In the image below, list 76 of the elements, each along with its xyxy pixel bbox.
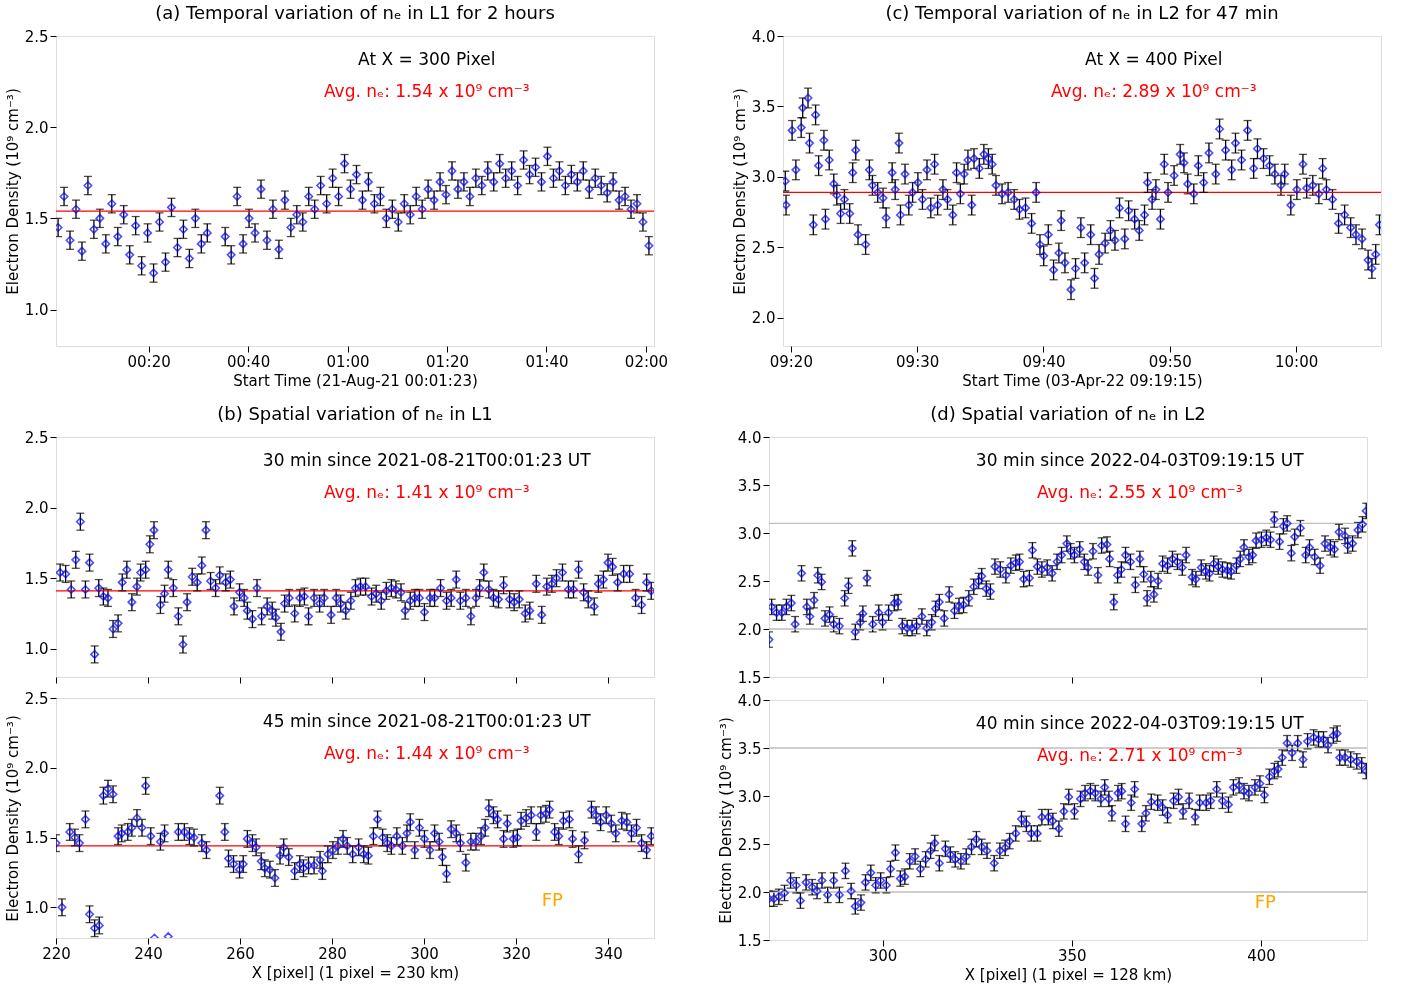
x-tick-label: 300 bbox=[410, 944, 439, 963]
y-tick-label: 2.5 bbox=[24, 27, 49, 46]
text: At X = 300 Pixel bbox=[358, 49, 496, 69]
y-tick-label: 4.0 bbox=[737, 428, 762, 447]
y-tick-label: 4.0 bbox=[737, 691, 762, 710]
annotation: Avg. nₑ: 2.55 x 10⁹ cm⁻³ bbox=[1036, 482, 1243, 502]
x-tick-label: 09:50 bbox=[1148, 352, 1192, 371]
x-tick-label: 09:20 bbox=[769, 352, 813, 371]
y-tick-label: 2.5 bbox=[24, 428, 49, 447]
annotation: Avg. nₑ: 2.71 x 10⁹ cm⁻³ bbox=[1036, 745, 1243, 765]
y-tick-label: 2.5 bbox=[751, 238, 776, 257]
x-axis-title: Start Time (03-Apr-22 09:19:15) bbox=[962, 371, 1203, 390]
text: 30 min since 2021-08-21T00:01:23 UT bbox=[262, 450, 592, 470]
y-axis-title: Electron Density (10⁹ cm⁻³) bbox=[3, 715, 22, 922]
ref-line-label: Avg. nₑ: 1.54 x 10⁹ cm⁻³ bbox=[323, 81, 530, 101]
x-tick-label: 09:40 bbox=[1022, 352, 1066, 371]
y-axis-title: Electron Density (10⁹ cm⁻³) bbox=[716, 717, 735, 924]
y-tick-label: 2.5 bbox=[737, 572, 762, 591]
y-tick-label: 2.0 bbox=[737, 883, 762, 902]
x-tick-label: 260 bbox=[226, 944, 255, 963]
x-axis-title: Start Time (21-Aug-21 00:01:23) bbox=[233, 371, 478, 390]
x-tick-label: 350 bbox=[1057, 946, 1087, 965]
y-tick-label: 1.5 bbox=[24, 569, 49, 588]
y-tick-label: 3.5 bbox=[751, 97, 776, 116]
ref-line-label: Avg. nₑ: 1.44 x 10⁹ cm⁻³ bbox=[323, 743, 530, 763]
y-tick-label: 1.5 bbox=[737, 668, 762, 687]
y-tick-label: 2.0 bbox=[751, 309, 776, 328]
ref-line-label: Avg. nₑ: 2.89 x 10⁹ cm⁻³ bbox=[1050, 81, 1257, 101]
x-tick-label: 01:20 bbox=[425, 352, 470, 371]
y-tick-label: 2.0 bbox=[737, 620, 762, 639]
x-tick-label: 02:00 bbox=[624, 352, 669, 371]
x-tick-label: 300 bbox=[868, 946, 898, 965]
x-tick-label: 280 bbox=[318, 944, 347, 963]
y-tick-label: 2.5 bbox=[24, 689, 49, 708]
text: 45 min since 2021-08-21T00:01:23 UT bbox=[262, 711, 592, 731]
x-tick-label: 220 bbox=[42, 944, 71, 963]
x-tick-label: 01:40 bbox=[525, 352, 569, 371]
chart-title: (d) Spatial variation of nₑ in L2 bbox=[930, 403, 1206, 424]
x-axis-title: X [pixel] (1 pixel = 128 km) bbox=[964, 965, 1173, 984]
x-tick-label: 400 bbox=[1247, 946, 1276, 965]
y-tick-label: 3.0 bbox=[751, 168, 776, 187]
x-tick-label: 320 bbox=[502, 944, 531, 963]
y-tick-label: 2.5 bbox=[737, 835, 762, 854]
ref-line-label: Avg. nₑ: 1.41 x 10⁹ cm⁻³ bbox=[323, 482, 530, 502]
text: 30 min since 2022-04-03T09:19:15 UT bbox=[975, 450, 1305, 470]
x-tick-label: 09:30 bbox=[896, 352, 940, 371]
text: 40 min since 2022-04-03T09:19:15 UT bbox=[975, 713, 1305, 733]
x-axis-title: X [pixel] (1 pixel = 230 km) bbox=[251, 963, 460, 982]
chart-title: (a) Temporal variation of nₑ in L1 for 2 hours bbox=[155, 2, 555, 23]
y-axis-title: Electron Density (10⁹ cm⁻³) bbox=[730, 88, 749, 295]
annotation: FP bbox=[1254, 891, 1277, 912]
x-tick-label: 01:00 bbox=[326, 352, 370, 371]
y-tick-label: 1.0 bbox=[24, 898, 49, 917]
y-tick-label: 1.5 bbox=[24, 209, 49, 228]
x-tick-label: 00:40 bbox=[226, 352, 271, 371]
y-tick-label: 3.0 bbox=[737, 524, 762, 543]
y-tick-label: 1.0 bbox=[24, 301, 49, 320]
x-tick-label: 340 bbox=[594, 944, 623, 963]
text: At X = 400 Pixel bbox=[1085, 49, 1223, 69]
y-tick-label: 1.5 bbox=[24, 829, 49, 848]
y-tick-label: 2.0 bbox=[24, 759, 49, 778]
y-tick-label: 1.0 bbox=[24, 640, 49, 659]
chart-title: (b) Spatial variation of nₑ in L1 bbox=[217, 403, 493, 424]
y-tick-label: 3.5 bbox=[737, 739, 762, 758]
y-tick-label: 4.0 bbox=[751, 27, 776, 46]
y-axis-title: Electron Density (10⁹ cm⁻³) bbox=[3, 88, 22, 295]
y-tick-label: 3.5 bbox=[737, 476, 762, 495]
x-tick-label: 10:00 bbox=[1275, 352, 1319, 371]
y-tick-label: 3.0 bbox=[737, 787, 762, 806]
y-tick-label: 2.0 bbox=[24, 499, 49, 518]
chart-title: (c) Temporal variation of nₑ in L2 for 47 min bbox=[885, 2, 1279, 23]
y-tick-label: 2.0 bbox=[24, 118, 49, 137]
annotation: FP bbox=[541, 889, 564, 910]
y-tick-label: 1.5 bbox=[737, 931, 762, 950]
x-tick-label: 00:20 bbox=[127, 352, 171, 371]
x-tick-label: 240 bbox=[134, 944, 163, 963]
